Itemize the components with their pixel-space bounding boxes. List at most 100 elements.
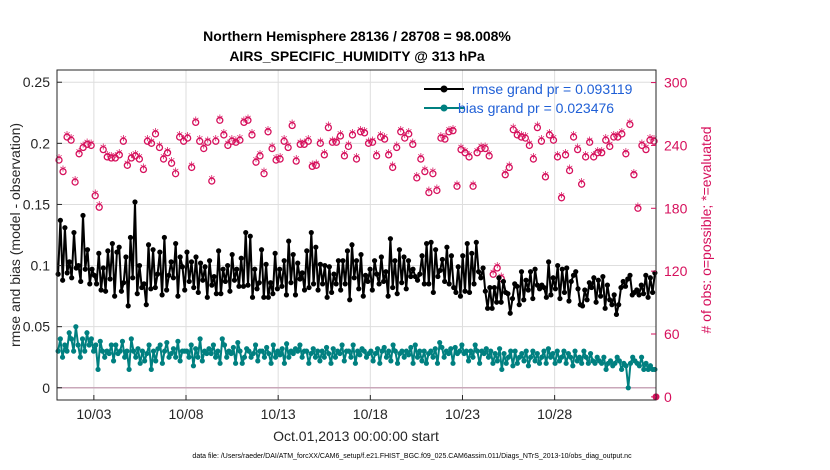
obs-possible-point bbox=[67, 136, 75, 144]
rmse-point bbox=[161, 234, 167, 241]
rmse-point bbox=[480, 265, 486, 271]
bias-point bbox=[59, 354, 66, 360]
bias-point bbox=[539, 354, 545, 360]
bias-point bbox=[576, 354, 583, 360]
obs-possible-point bbox=[228, 137, 236, 145]
rmse-point bbox=[349, 242, 355, 248]
rmse-point bbox=[322, 262, 328, 269]
rmse-point bbox=[557, 295, 563, 302]
rmse-point bbox=[150, 247, 156, 253]
obs-possible-point bbox=[304, 137, 312, 145]
rmse-point bbox=[306, 284, 312, 291]
bias-point bbox=[572, 348, 578, 354]
obs-evaluated-point: * bbox=[136, 152, 143, 167]
obs-evaluated-point: * bbox=[534, 121, 541, 136]
obs-possible-point bbox=[368, 138, 377, 146]
legend-bias-label: bias grand pr = 0.023476 bbox=[458, 100, 614, 116]
y2-tick-label: 60 bbox=[664, 326, 680, 342]
rmse-point bbox=[516, 302, 522, 308]
bias-point bbox=[122, 354, 128, 360]
bias-point bbox=[88, 336, 94, 342]
y2-tick-label: 300 bbox=[664, 75, 688, 91]
rmse-point bbox=[595, 277, 601, 283]
rmse-point bbox=[505, 291, 511, 297]
rmse-point bbox=[385, 293, 391, 299]
rmse-point bbox=[586, 280, 592, 286]
obs-possible-point bbox=[626, 120, 634, 129]
bias-point bbox=[232, 360, 239, 366]
rmse-point bbox=[216, 248, 222, 254]
obs-possible-point bbox=[240, 118, 248, 127]
obs-possible-point bbox=[212, 137, 220, 145]
rmse-point bbox=[353, 258, 360, 264]
rmse-point bbox=[222, 278, 228, 285]
chart-subtitle: AIRS_SPECIFIC_HUMIDITY @ 313 hPa bbox=[229, 48, 485, 64]
bias-point bbox=[419, 358, 425, 364]
bias-point bbox=[297, 342, 303, 348]
obs-evaluated-point: * bbox=[160, 152, 167, 167]
obs-possible-point bbox=[545, 131, 554, 139]
obs-evaluated-point: * bbox=[293, 154, 300, 169]
obs-possible-point bbox=[284, 143, 292, 152]
rmse-point bbox=[335, 258, 342, 264]
bias-point bbox=[235, 339, 241, 346]
rmse-point bbox=[164, 287, 170, 293]
obs-possible-point bbox=[123, 161, 132, 169]
obs-evaluated-point: * bbox=[128, 151, 135, 166]
obs-evaluated-point: * bbox=[643, 143, 650, 158]
obs-evaluated-point: * bbox=[373, 149, 380, 164]
bias-point bbox=[508, 348, 514, 354]
obs-evaluated-point: * bbox=[237, 133, 244, 148]
obs-evaluated-point: * bbox=[446, 125, 453, 140]
bias-point bbox=[592, 360, 598, 366]
rmse-point bbox=[184, 249, 190, 255]
rmse-point bbox=[417, 271, 423, 277]
obs-evaluated-point: * bbox=[188, 160, 195, 175]
obs-possible-point bbox=[389, 163, 397, 172]
obs-evaluated-point: * bbox=[602, 133, 609, 148]
rmse-point bbox=[593, 299, 599, 305]
rmse-point bbox=[191, 284, 197, 291]
obs-possible-point bbox=[119, 137, 127, 145]
rmse-point bbox=[356, 286, 362, 292]
obs-evaluated-point: * bbox=[261, 167, 268, 182]
obs-evaluated-point: * bbox=[92, 189, 99, 204]
obs-evaluated-point: * bbox=[470, 179, 477, 194]
x-tick-label: 10/08 bbox=[168, 406, 203, 422]
bias-point bbox=[599, 360, 605, 366]
bias-point bbox=[563, 360, 569, 366]
rmse-point bbox=[114, 249, 120, 255]
bias-point bbox=[652, 366, 658, 373]
bias-point bbox=[173, 354, 179, 360]
obs-possible-point bbox=[336, 132, 345, 140]
obs-evaluated-point: * bbox=[289, 119, 296, 134]
bias-point bbox=[399, 348, 405, 354]
obs-possible-point bbox=[139, 165, 148, 174]
rmse-point bbox=[286, 238, 292, 244]
obs-possible-point bbox=[509, 126, 517, 134]
bias-point bbox=[71, 348, 77, 354]
bias-point bbox=[97, 338, 103, 344]
obs-possible-point bbox=[401, 134, 409, 142]
bias-point bbox=[505, 354, 512, 360]
obs-evaluated-point: * bbox=[96, 200, 103, 215]
bias-point bbox=[445, 350, 452, 357]
rmse-point bbox=[435, 273, 441, 280]
bias-point bbox=[457, 348, 463, 354]
obs-evaluated-point: * bbox=[221, 128, 228, 143]
obs-evaluated-point: * bbox=[285, 141, 292, 156]
bias-point bbox=[417, 348, 423, 354]
rmse-point bbox=[240, 283, 247, 289]
obs-evaluated-point: * bbox=[422, 165, 429, 180]
bias-point bbox=[465, 358, 472, 364]
obs-possible-point bbox=[385, 151, 393, 159]
rmse-point bbox=[401, 254, 407, 260]
obs-possible-point bbox=[151, 130, 160, 138]
bias-point bbox=[377, 360, 383, 366]
obs-evaluated-point: * bbox=[474, 146, 481, 161]
bias-point bbox=[133, 354, 139, 360]
obs-possible-point bbox=[437, 134, 445, 142]
bias-point bbox=[306, 360, 312, 366]
rmse-point bbox=[442, 278, 448, 285]
obs-possible-point bbox=[308, 162, 316, 171]
